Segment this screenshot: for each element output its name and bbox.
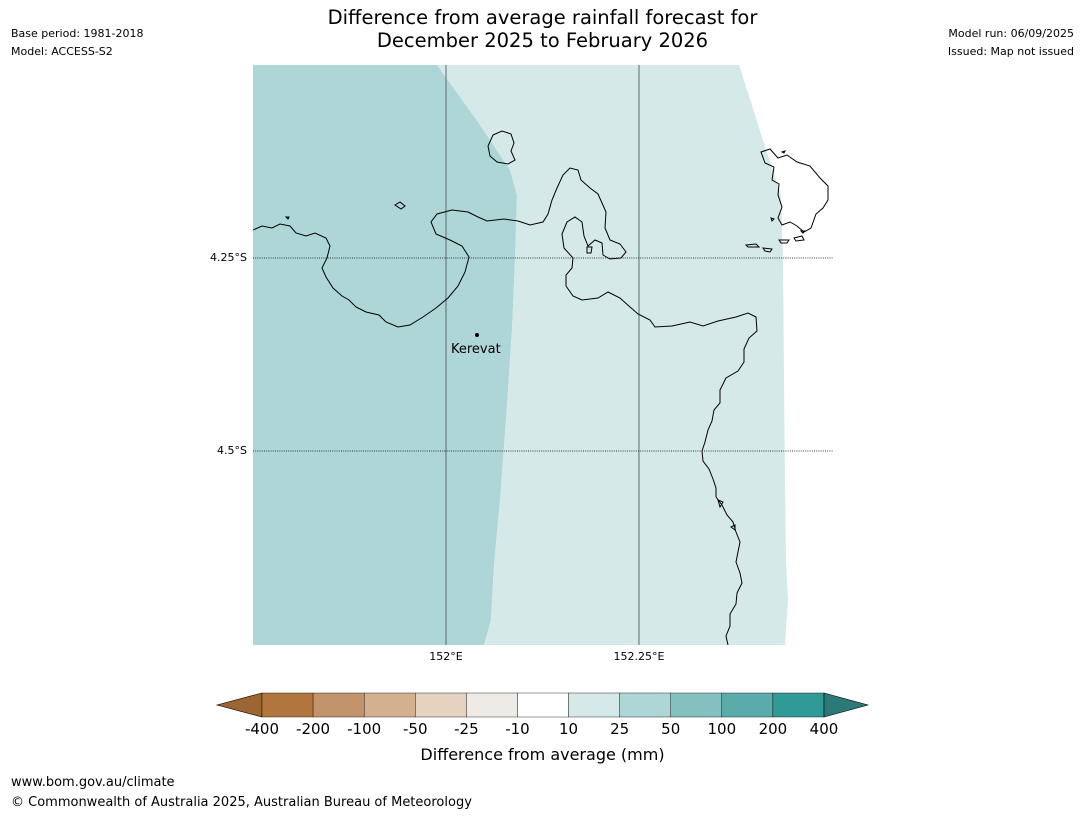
colorbar-tick-label: -200 [296,720,331,738]
colorbar-segment [670,692,723,718]
metadata-right: Model run: 06/09/2025 Issued: Map not is… [948,25,1074,61]
colorbar-segment [772,692,825,718]
model-name: Model: ACCESS-S2 [11,45,113,58]
colorbar-tick-label: 200 [758,720,788,738]
colorbar-segment [312,692,365,718]
coastline-west [253,167,758,497]
island-northeast [760,148,829,233]
islet-ne-4 [793,235,805,242]
metadata-left: Base period: 1981-2018 Model: ACCESS-S2 [11,25,143,61]
kerevat-marker [475,333,479,337]
lon-label-152: 152°E [429,650,463,663]
colorbar-extend-low [215,692,263,718]
island-north [487,130,516,165]
map-title: Difference from average rainfall forecas… [0,6,1085,52]
colorbar-tick-label: -400 [244,720,280,738]
legend-title: Difference from average (mm) [420,745,665,764]
colorbar-segment [721,692,774,718]
colorbar-segment [619,692,671,718]
colorbar-segment [568,692,620,718]
colorbar-extend-high [823,692,870,718]
coastline-south [715,496,743,645]
islet-ne-6 [780,150,786,154]
colorbar-segment [415,692,467,718]
rainfall-region-10-25 [437,65,788,645]
islet-ne-5 [770,217,775,222]
lat-label-4-25: 4.25°S [210,251,247,264]
colorbar-tick-label: 25 [610,720,630,738]
map-frame [253,65,833,645]
colorbar-tick-label: -10 [505,720,530,738]
islet-2 [284,216,290,220]
colorbar-tick-label: -100 [347,720,382,738]
place-label-kerevat: Kerevat [451,342,501,357]
colorbar-segment [363,692,416,718]
issued-status: Issued: Map not issued [947,45,1074,58]
islet-ne-1 [744,243,761,248]
islet-ne-7 [799,230,807,234]
base-period: Base period: 1981-2018 [11,27,144,40]
colorbar-tick-label: 100 [707,720,737,738]
islet-ne-3 [778,239,790,244]
lon-label-152-25: 152.25°E [613,650,665,663]
colorbar-segment [261,692,314,718]
colorbar-tick-label: 10 [558,720,579,738]
colorbar-tick-label: 50 [661,720,681,738]
islet-3 [586,246,593,254]
title-line-1: Difference from average rainfall forecas… [327,6,758,29]
colorbar [215,692,870,718]
model-run: Model run: 06/09/2025 [948,27,1074,40]
colorbar-segment [466,692,518,718]
islet-ne-2 [761,247,773,253]
colorbar-tick-label: 400 [809,720,839,738]
colorbar-tick-label: -25 [454,720,479,738]
colorbar-tick-label: -50 [403,720,428,738]
islet-1 [394,201,406,210]
lat-label-4-5: 4.5°S [217,444,247,457]
footer-url: www.bom.gov.au/climate [11,775,175,790]
colorbar-segment [517,692,569,718]
footer-copyright: © Commonwealth of Australia 2025, Austra… [11,795,472,810]
title-line-2: December 2025 to February 2026 [376,29,709,52]
coastlines [253,130,829,645]
islet-5 [730,524,736,531]
islet-4 [717,499,724,509]
